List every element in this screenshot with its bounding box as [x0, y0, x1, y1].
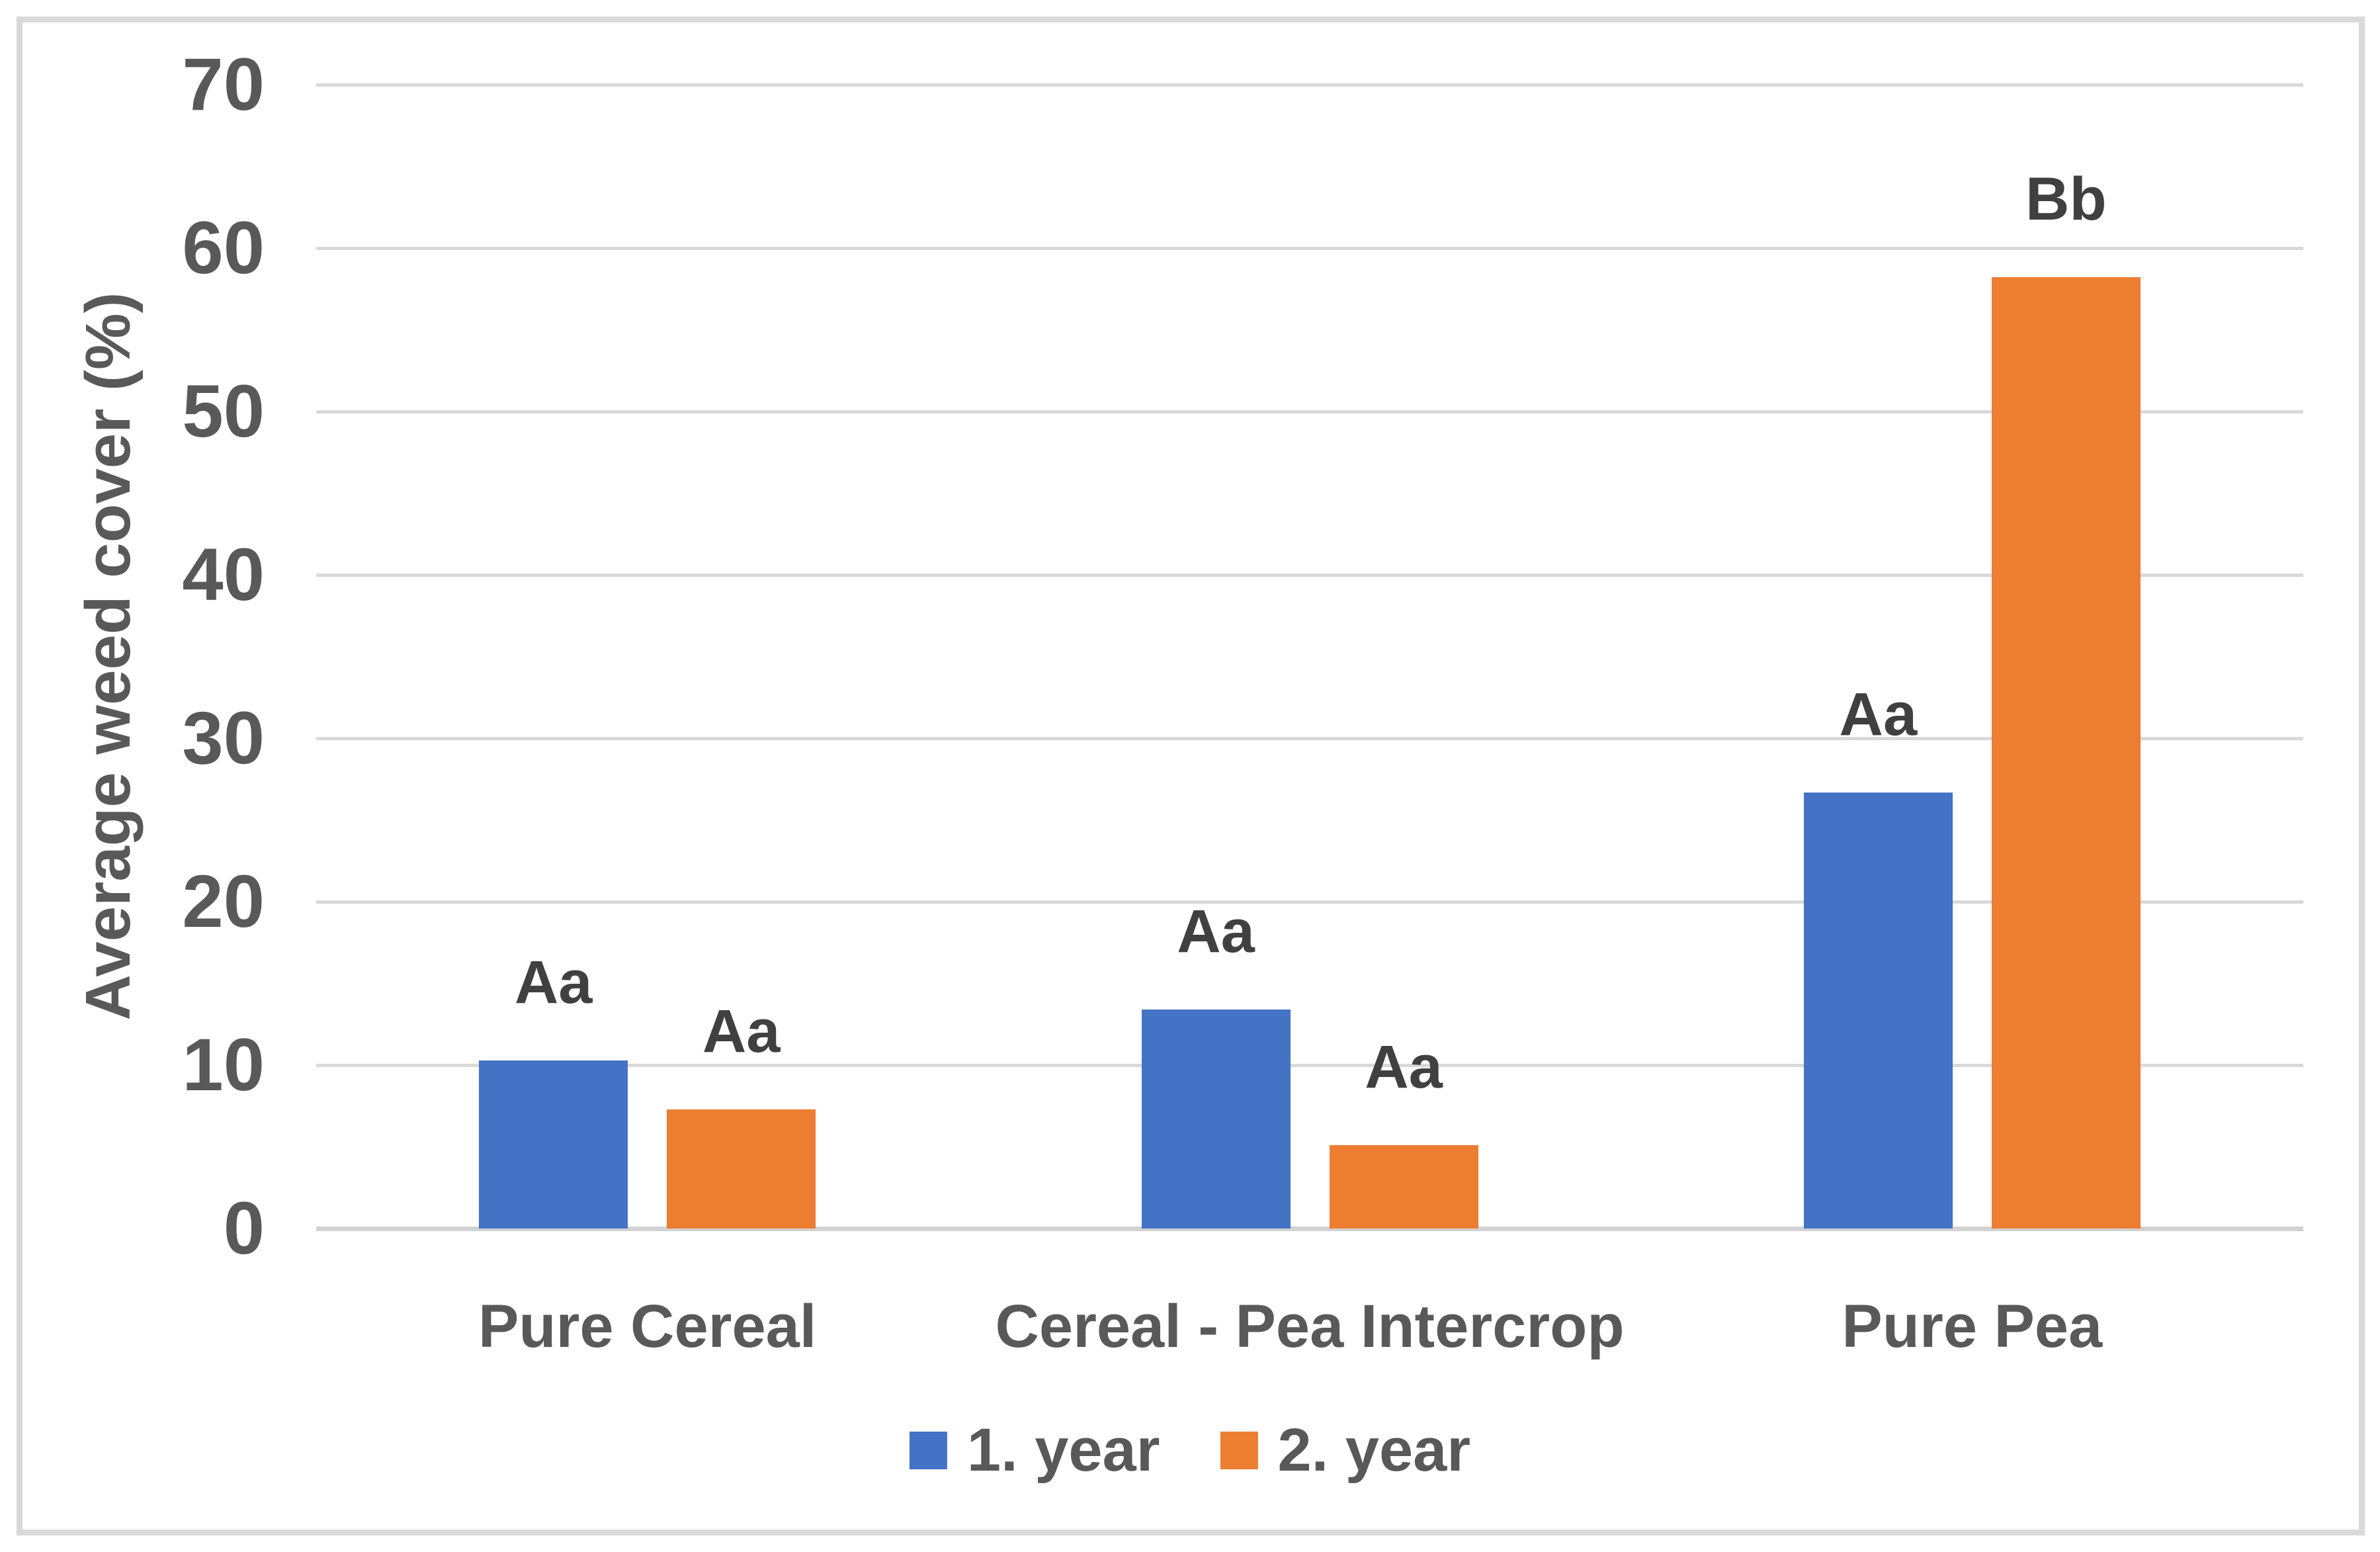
data-label-pure-pea-series-1: Aa — [1839, 680, 1918, 748]
bar-pure-cereal-series-2 — [667, 1109, 816, 1229]
legend-swatch-icon — [909, 1431, 947, 1469]
gridline-y-10 — [316, 1064, 2303, 1067]
legend-item-1: 1. year — [909, 1416, 1160, 1484]
y-tick-label-70: 70 — [182, 43, 265, 126]
y-tick-label-40: 40 — [182, 533, 265, 616]
x-axis-line — [316, 1227, 2303, 1231]
gridline-y-60 — [316, 247, 2303, 250]
bar-pure-cereal-series-1 — [479, 1060, 628, 1229]
bar-pure-pea-series-2 — [1991, 277, 2141, 1229]
y-tick-label-0: 0 — [223, 1187, 265, 1270]
y-tick-label-30: 30 — [182, 697, 265, 779]
data-label-pure-pea-series-2: Bb — [2025, 165, 2107, 234]
y-tick-label-20: 20 — [182, 860, 265, 943]
legend-label: 1. year — [966, 1416, 1160, 1484]
data-label-cereal-pea-intercrop-series-1: Aa — [1177, 898, 1255, 966]
bar-cereal-pea-intercrop-series-2 — [1329, 1145, 1478, 1229]
y-tick-label-10: 10 — [182, 1023, 265, 1106]
gridline-y-50 — [316, 410, 2303, 413]
data-label-pure-cereal-series-1: Aa — [514, 948, 593, 1016]
data-label-cereal-pea-intercrop-series-2: Aa — [1365, 1033, 1443, 1101]
x-category-label-pure-cereal: Pure Cereal — [478, 1293, 817, 1360]
legend: 1. year 2. year — [909, 1416, 1471, 1484]
gridline-y-70 — [316, 83, 2303, 87]
gridline-y-40 — [316, 574, 2303, 577]
gridline-y-20 — [316, 900, 2303, 904]
bar-pure-pea-series-1 — [1803, 792, 1953, 1229]
bar-cereal-pea-intercrop-series-1 — [1141, 1010, 1291, 1229]
y-tick-label-60: 60 — [182, 206, 265, 289]
chart-outer-border — [17, 17, 2365, 1535]
y-tick-label-50: 50 — [182, 370, 265, 453]
legend-swatch-icon — [1220, 1431, 1258, 1469]
gridline-y-30 — [316, 737, 2303, 740]
x-category-label-pure-pea: Pure Pea — [1842, 1293, 2103, 1360]
x-category-label-cereal-pea-intercrop: Cereal - Pea Intercrop — [995, 1293, 1625, 1360]
legend-item-2: 2. year — [1220, 1416, 1471, 1484]
legend-label: 2. year — [1277, 1416, 1471, 1484]
data-label-pure-cereal-series-2: Aa — [702, 997, 781, 1065]
